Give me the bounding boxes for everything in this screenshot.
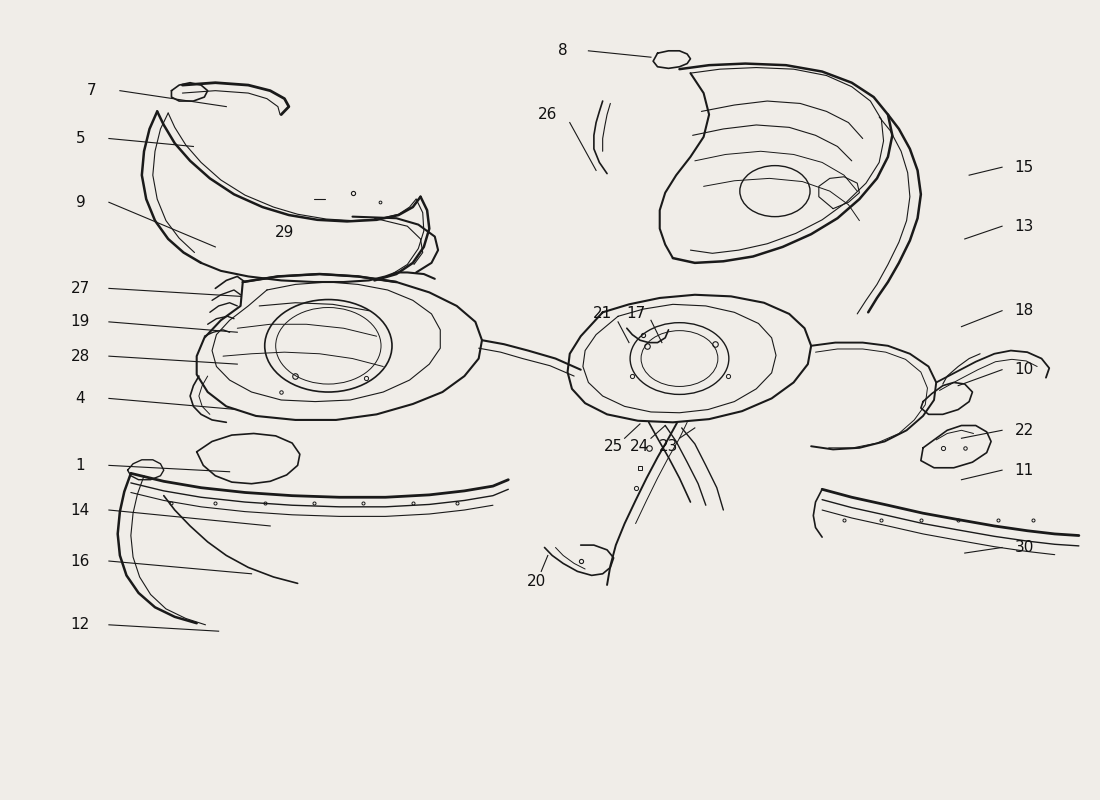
Text: 7: 7: [87, 83, 96, 98]
Text: 11: 11: [1014, 462, 1034, 478]
Text: 25: 25: [604, 438, 624, 454]
Text: 22: 22: [1014, 422, 1034, 438]
Text: 27: 27: [70, 281, 90, 296]
Text: 15: 15: [1014, 160, 1034, 174]
Text: 30: 30: [1014, 540, 1034, 555]
Text: 21: 21: [593, 306, 613, 322]
Text: 29: 29: [275, 225, 294, 240]
Text: 9: 9: [76, 194, 86, 210]
Text: 19: 19: [70, 314, 90, 330]
Text: 10: 10: [1014, 362, 1034, 378]
Text: 13: 13: [1014, 218, 1034, 234]
Text: 28: 28: [70, 349, 90, 364]
Text: 8: 8: [559, 43, 568, 58]
Text: 4: 4: [76, 391, 85, 406]
Text: 24: 24: [630, 438, 650, 454]
Text: 12: 12: [70, 618, 90, 632]
Text: 14: 14: [70, 502, 90, 518]
Text: 26: 26: [538, 107, 558, 122]
Text: 18: 18: [1014, 303, 1034, 318]
Text: 16: 16: [70, 554, 90, 569]
Text: 5: 5: [76, 131, 85, 146]
Text: 1: 1: [76, 458, 85, 473]
Text: 20: 20: [527, 574, 547, 590]
Text: 17: 17: [626, 306, 646, 322]
Text: 23: 23: [659, 438, 679, 454]
